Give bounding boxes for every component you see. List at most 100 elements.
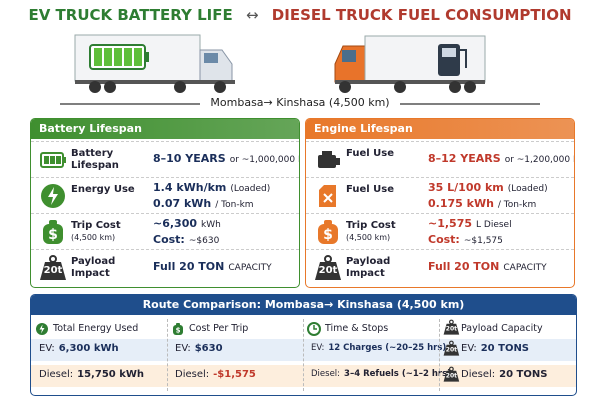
- panel-row: $ Trip Cost (4,500 km) ~1,575 L Diesel Cost: ~…: [306, 213, 574, 250]
- row-label-text: Trip Cost: [346, 220, 396, 231]
- row-icon: [314, 146, 342, 174]
- value-part: 8–10 YEARS: [153, 152, 226, 165]
- row-icon: [39, 182, 67, 210]
- ds-panel: Engine Lifespan Fuel Use 8–12 YEARS or ~1,2…: [305, 118, 575, 288]
- comparison-title: Route Comparison: Mombasa→ Kinshasa (4,5…: [31, 295, 576, 315]
- value-number: 3–4 Refuels (~1–2 hrs): [344, 369, 452, 379]
- row-value: Full 20 TON CAPACITY: [153, 260, 272, 273]
- row-label: Energy Use: [71, 184, 149, 196]
- ev-panel: Battery Lifespan Battery Lifespan 8–10 YEA…: [30, 118, 300, 288]
- value-label: Diesel:: [461, 369, 496, 380]
- row-label-text: Energy Use: [71, 184, 135, 195]
- row-sublabel: (4,500 km): [346, 233, 391, 242]
- panel-title: Engine Lifespan: [306, 119, 574, 139]
- value-part: L Diesel: [476, 220, 512, 230]
- route: Mombasa→ Kinshasa (4,500 km): [200, 96, 400, 109]
- comparison-panel: Route Comparison: Mombasa→ Kinshasa (4,5…: [30, 294, 577, 396]
- row-label: Battery Lifespan: [71, 148, 149, 172]
- payload-icon-text: 20t: [445, 372, 458, 380]
- column-divider: [167, 319, 168, 391]
- row-label: Fuel Use: [346, 184, 424, 196]
- row-value: 0.07 kWh / Ton-km: [153, 197, 254, 210]
- column-title: Time & Stops: [325, 323, 389, 334]
- value-label: EV:: [461, 343, 477, 354]
- row-label-text: Battery Lifespan: [71, 148, 119, 171]
- panel-row: Energy Use 1.4 kWh/km (Loaded) 0.07 kWh / To…: [31, 177, 299, 214]
- value-part: Full 20 TON: [153, 260, 225, 273]
- value-number: $630: [194, 343, 223, 354]
- payload-icon-text: 20t: [445, 325, 458, 333]
- payload-icon-text: 20t: [445, 346, 458, 354]
- value-part: 8–12 YEARS: [428, 152, 501, 165]
- panel-title: Battery Lifespan: [31, 119, 299, 139]
- ev-value: EV: 20 TONS: [461, 343, 529, 354]
- value-part: 0.07 kWh: [153, 197, 212, 210]
- svg-text:$: $: [48, 227, 58, 243]
- row-sublabel: (4,500 km): [71, 233, 116, 242]
- title: EV TRUCK BATTERY LIFE ↔ DIESEL TRUCK FUE…: [0, 6, 600, 24]
- value-part: CAPACITY: [503, 263, 547, 273]
- value-part: or ~1,200,000 KM: [504, 155, 574, 165]
- column-divider: [303, 319, 304, 391]
- panel-row: $ Trip Cost (4,500 km) ~6,300 kWh Cost: ~$630: [31, 213, 299, 250]
- ev-title: EV TRUCK BATTERY LIFE: [28, 6, 233, 24]
- value-part: ~$1,575: [463, 236, 503, 246]
- panel-row: 20t Payload Impact Full 20 TON CAPACITY: [31, 249, 299, 286]
- row-value: 35 L/100 km (Loaded): [428, 181, 548, 194]
- value-part: or ~1,000,000 KM: [229, 155, 299, 165]
- value-part: (Loaded): [230, 184, 271, 194]
- value-number: 20 TONS: [480, 343, 530, 354]
- value-part: 0.175 kWh: [428, 197, 494, 210]
- row-label: Fuel Use: [346, 148, 424, 160]
- diesel-value: Diesel: -$1,575: [175, 369, 256, 380]
- row-label-text: Payload Impact: [346, 256, 391, 279]
- row-value: Full 20 TON CAPACITY: [428, 260, 547, 273]
- row-icon: [39, 146, 67, 174]
- payload-icon-text: 20t: [318, 265, 338, 276]
- value-label: EV:: [39, 343, 55, 354]
- row-label: Trip Cost (4,500 km): [71, 220, 149, 244]
- row-value: ~6,300 kWh: [153, 217, 221, 230]
- value-part: 35 L/100 km: [428, 181, 504, 194]
- row-label-text: Fuel Use: [346, 148, 394, 159]
- payload-icon: 20t: [443, 366, 460, 383]
- row-label: Payload Impact: [346, 256, 424, 280]
- value-part: ~6,300: [153, 217, 198, 230]
- row-icon: $: [39, 218, 67, 246]
- panel-row: Battery Lifespan 8–10 YEARS or ~1,000,000 …: [31, 141, 299, 178]
- value-label: Diesel:: [39, 369, 74, 380]
- diesel-value: Diesel: 3–4 Refuels (~1–2 hrs): [311, 369, 451, 379]
- value-part: Full 20 TON: [428, 260, 500, 273]
- payload-icon: 20t: [314, 254, 342, 282]
- row-value: ~1,575 L Diesel: [428, 217, 512, 230]
- value-part: 1.4 kWh/km: [153, 181, 227, 194]
- row-label-text: Payload Impact: [71, 256, 116, 279]
- row-value: Cost: ~$1,575: [428, 233, 503, 246]
- value-label: EV:: [175, 343, 191, 354]
- value-part: Cost:: [428, 233, 460, 246]
- payload-icon: 20t: [443, 340, 460, 357]
- column-title: Total Energy Used: [53, 323, 139, 334]
- row-label-text: Fuel Use: [346, 184, 394, 195]
- value-label: Diesel:: [311, 369, 341, 379]
- row-label-text: Trip Cost: [71, 220, 121, 231]
- diesel-value: Diesel: 20 TONS: [461, 369, 547, 380]
- column-title: Payload Capacity: [461, 323, 543, 334]
- value-number: 12 Charges (~20–25 hrs): [328, 343, 447, 353]
- payload-icon: 20t: [39, 254, 67, 282]
- value-part: (Loaded): [507, 184, 548, 194]
- payload-icon: 20t: [443, 319, 460, 336]
- panel-row: 20t Payload Impact Full 20 TON CAPACITY: [306, 249, 574, 286]
- column-icon: $: [171, 321, 185, 335]
- column-icon: [307, 321, 321, 336]
- row-value: 0.175 kWh / Ton-km: [428, 197, 536, 210]
- value-number: 15,750 kWh: [77, 369, 145, 380]
- value-number: -$1,575: [213, 369, 256, 380]
- value-label: EV:: [311, 343, 325, 353]
- panel-row: Fuel Use 35 L/100 km (Loaded) 0.175 kWh / To…: [306, 177, 574, 214]
- ev-value: EV: $630: [175, 343, 223, 354]
- value-part: Cost:: [153, 233, 185, 246]
- value-label: Diesel:: [175, 369, 210, 380]
